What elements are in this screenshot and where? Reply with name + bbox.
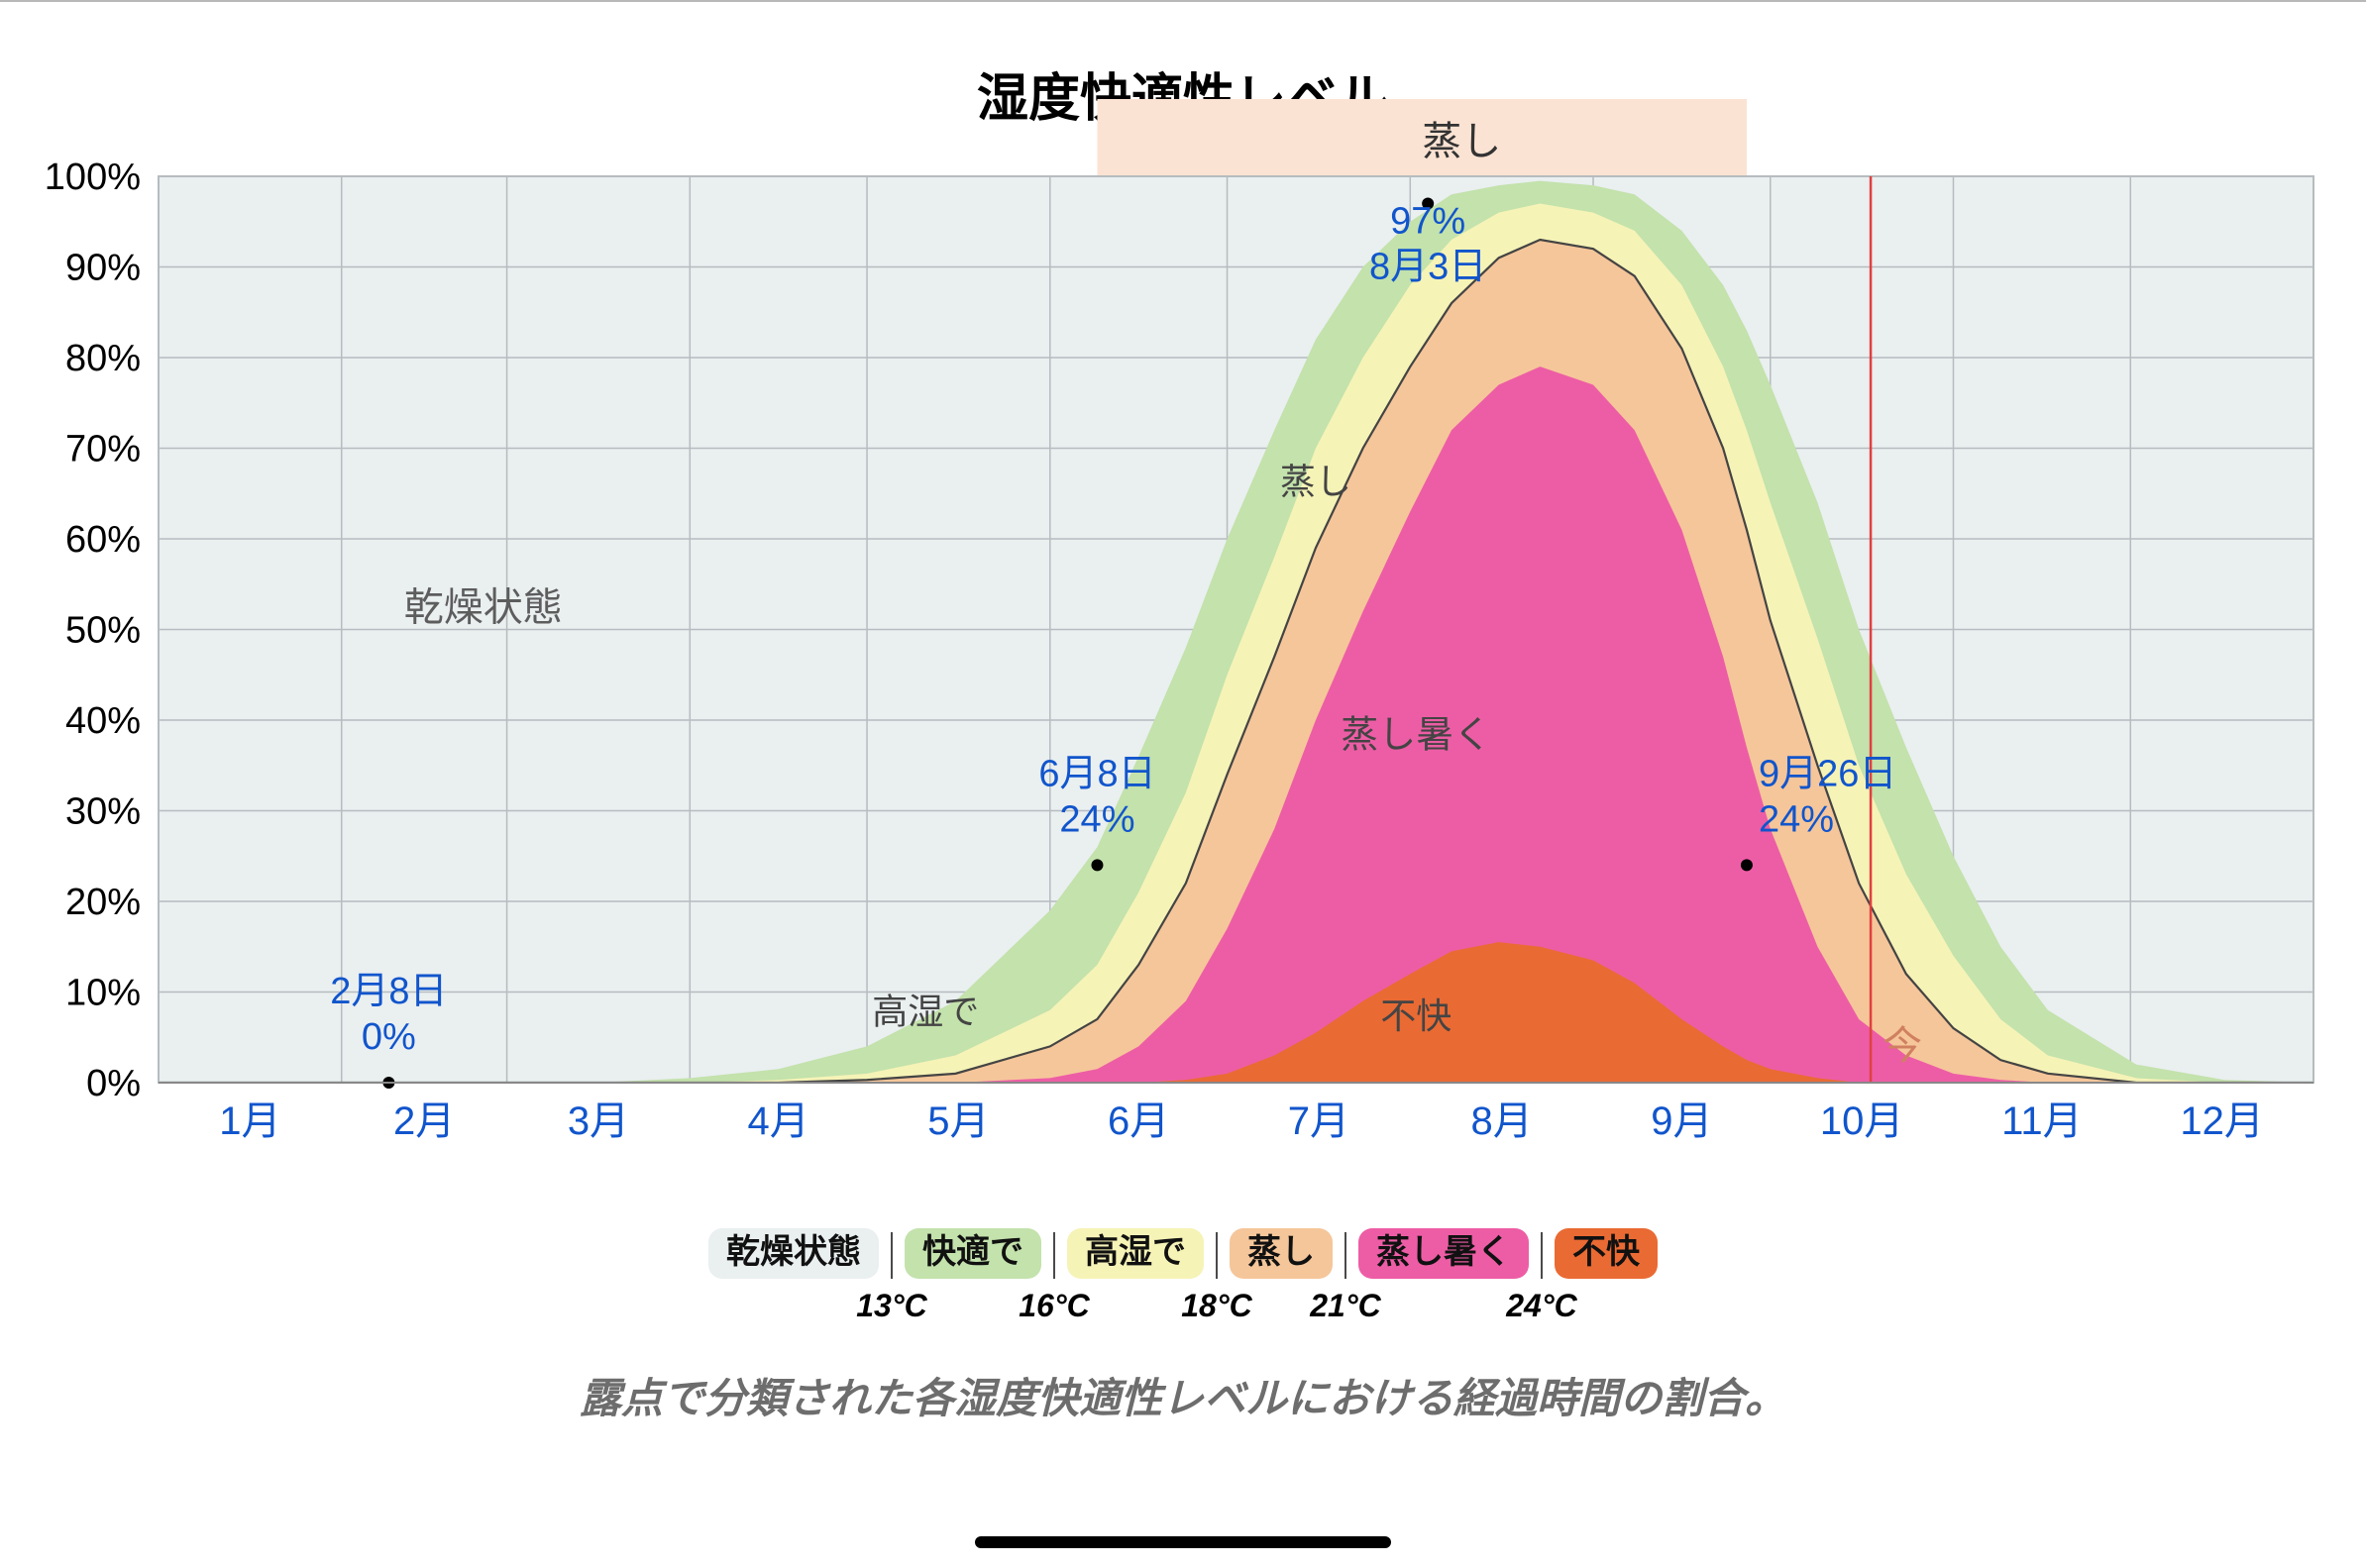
svg-text:6月: 6月 <box>1108 1099 1169 1143</box>
legend-item: 不快 <box>1549 1228 1664 1279</box>
legend-threshold: 18°C <box>1181 1288 1252 1324</box>
legend-threshold: 21°C <box>1310 1288 1381 1324</box>
legend-divider: 21°C <box>1344 1232 1346 1279</box>
legend-divider: 24°C <box>1541 1232 1543 1279</box>
svg-text:97%: 97% <box>1390 200 1465 242</box>
svg-text:蒸し: 蒸し <box>1422 120 1501 163</box>
svg-text:7月: 7月 <box>1288 1099 1349 1143</box>
legend-chip: 蒸し <box>1230 1228 1333 1279</box>
legend-chip: 高湿で <box>1067 1228 1204 1279</box>
svg-text:2月8日: 2月8日 <box>330 971 447 1012</box>
svg-text:3月: 3月 <box>568 1099 629 1143</box>
svg-text:0%: 0% <box>86 1063 141 1104</box>
svg-text:蒸し暑く: 蒸し暑く <box>1341 714 1491 756</box>
svg-text:9月: 9月 <box>1651 1099 1712 1143</box>
legend-divider: 18°C <box>1216 1232 1218 1279</box>
svg-text:50%: 50% <box>65 610 141 652</box>
legend-threshold: 16°C <box>1019 1288 1090 1324</box>
legend: 乾燥状態 13°C 快適で 16°C 高湿で 18°C 蒸し 21°C 蒸し暑く 24°C 不快 <box>0 1228 2366 1279</box>
svg-text:2月: 2月 <box>393 1099 455 1143</box>
svg-text:24%: 24% <box>1759 798 1834 840</box>
svg-text:蒸し: 蒸し <box>1280 461 1351 501</box>
svg-text:60%: 60% <box>65 519 141 561</box>
svg-text:9月26日: 9月26日 <box>1759 753 1896 794</box>
svg-text:10%: 10% <box>65 973 141 1014</box>
svg-text:今: 今 <box>1882 1024 1922 1068</box>
svg-text:24%: 24% <box>1059 798 1134 840</box>
legend-chip: 快適で <box>905 1228 1041 1279</box>
legend-threshold: 24°C <box>1506 1288 1577 1324</box>
legend-chip: 不快 <box>1555 1228 1658 1279</box>
svg-text:8月3日: 8月3日 <box>1369 246 1486 287</box>
legend-item: 蒸し暑く <box>1352 1228 1535 1279</box>
svg-text:乾燥状態: 乾燥状態 <box>404 585 563 629</box>
svg-text:90%: 90% <box>65 248 141 289</box>
svg-text:30%: 30% <box>65 791 141 833</box>
svg-text:不快: 不快 <box>1380 995 1452 1036</box>
svg-text:70%: 70% <box>65 429 141 470</box>
svg-text:8月: 8月 <box>1471 1099 1533 1143</box>
svg-text:5月: 5月 <box>927 1099 989 1143</box>
legend-divider: 13°C <box>891 1232 893 1279</box>
legend-item: 蒸し <box>1224 1228 1339 1279</box>
svg-text:0%: 0% <box>362 1016 416 1058</box>
svg-text:10月: 10月 <box>1820 1099 1904 1143</box>
legend-item: 高湿で <box>1061 1228 1210 1279</box>
home-indicator <box>975 1536 1391 1548</box>
chart-subtitle: 露点で分類された各湿度快適性レベルにおける経過時間の割合。 <box>0 1365 2366 1425</box>
svg-text:40%: 40% <box>65 700 141 742</box>
svg-text:高湿で: 高湿で <box>872 992 979 1032</box>
svg-text:6月8日: 6月8日 <box>1038 753 1155 794</box>
legend-chip: 乾燥状態 <box>708 1228 879 1279</box>
svg-text:4月: 4月 <box>748 1099 809 1143</box>
svg-text:12月: 12月 <box>2180 1099 2264 1143</box>
legend-chip: 蒸し暑く <box>1358 1228 1529 1279</box>
legend-item: 快適で <box>899 1228 1047 1279</box>
svg-text:20%: 20% <box>65 882 141 923</box>
legend-divider: 16°C <box>1053 1232 1055 1279</box>
legend-threshold: 13°C <box>856 1288 927 1324</box>
svg-text:80%: 80% <box>65 338 141 379</box>
svg-text:1月: 1月 <box>219 1099 280 1143</box>
legend-item: 乾燥状態 <box>702 1228 885 1279</box>
top-divider <box>0 0 2366 2</box>
svg-text:11月: 11月 <box>2001 1099 2083 1143</box>
svg-text:100%: 100% <box>45 157 141 198</box>
humidity-chart: 蒸し0%0%10%10%20%20%30%30%40%40%50%50%60%6… <box>10 99 2356 1169</box>
